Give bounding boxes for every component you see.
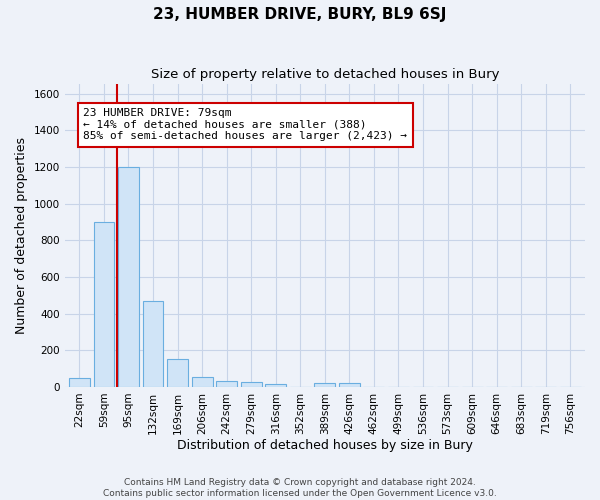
Bar <box>191 377 212 387</box>
Bar <box>143 301 163 387</box>
Text: 23 HUMBER DRIVE: 79sqm
← 14% of detached houses are smaller (388)
85% of semi-de: 23 HUMBER DRIVE: 79sqm ← 14% of detached… <box>83 108 407 142</box>
Bar <box>339 384 360 387</box>
Bar <box>216 382 237 387</box>
Bar <box>167 360 188 387</box>
Y-axis label: Number of detached properties: Number of detached properties <box>15 137 28 334</box>
Bar <box>265 384 286 387</box>
Title: Size of property relative to detached houses in Bury: Size of property relative to detached ho… <box>151 68 499 80</box>
Bar <box>314 384 335 387</box>
Bar <box>241 382 262 387</box>
Text: 23, HUMBER DRIVE, BURY, BL9 6SJ: 23, HUMBER DRIVE, BURY, BL9 6SJ <box>154 8 446 22</box>
Bar <box>118 167 139 387</box>
Text: Contains HM Land Registry data © Crown copyright and database right 2024.
Contai: Contains HM Land Registry data © Crown c… <box>103 478 497 498</box>
X-axis label: Distribution of detached houses by size in Bury: Distribution of detached houses by size … <box>177 440 473 452</box>
Bar <box>69 378 90 387</box>
Bar <box>94 222 115 387</box>
